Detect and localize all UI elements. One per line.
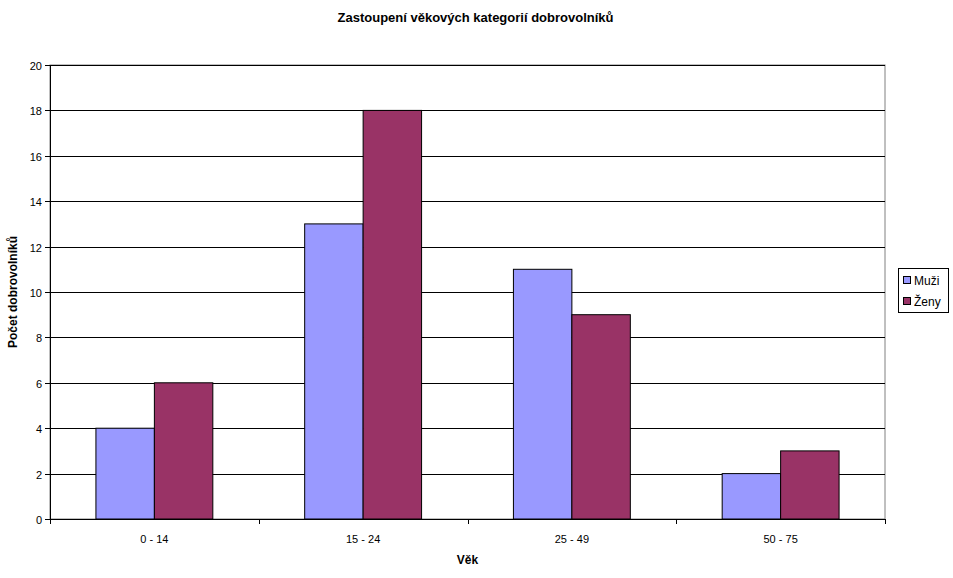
bar	[513, 269, 571, 519]
x-axis	[50, 519, 885, 520]
y-tick	[45, 383, 50, 384]
y-tick	[45, 156, 50, 157]
bar	[781, 451, 839, 519]
grid-line	[50, 337, 885, 338]
y-tick	[45, 337, 50, 338]
bar	[305, 224, 363, 519]
grid-line	[50, 292, 885, 293]
bar	[154, 383, 212, 519]
y-tick	[45, 110, 50, 111]
y-tick	[45, 519, 50, 520]
y-tick	[45, 201, 50, 202]
y-tick	[45, 292, 50, 293]
grid-line	[50, 65, 885, 66]
y-tick	[45, 247, 50, 248]
x-tick-label: 0 - 14	[140, 533, 168, 545]
y-tick-label: 6	[36, 378, 42, 390]
x-tick	[50, 519, 51, 524]
y-tick-label: 2	[36, 469, 42, 481]
y-axis	[50, 65, 51, 519]
plot-area	[50, 65, 885, 519]
x-tick	[676, 519, 677, 524]
title: Zastoupení věkových kategorií dobrovolní…	[338, 10, 614, 25]
x-tick	[259, 519, 260, 524]
y-tick-label: 14	[30, 196, 42, 208]
y-tick-label: 12	[30, 242, 42, 254]
legend-box	[899, 269, 949, 313]
y-tick-label: 16	[30, 151, 42, 163]
x-tick	[468, 519, 469, 524]
grid-line	[50, 201, 885, 202]
x-axis-label: Věk	[457, 553, 479, 567]
legend-swatch	[904, 298, 911, 305]
bar	[572, 315, 630, 519]
x-tick-label: 50 - 75	[764, 533, 798, 545]
legend-label: Ženy	[914, 294, 941, 309]
grid-line	[50, 247, 885, 248]
y-tick-label: 20	[30, 60, 42, 72]
x-tick	[885, 519, 886, 524]
y-tick-label: 18	[30, 105, 42, 117]
grid-line	[50, 156, 885, 157]
bar	[96, 428, 154, 519]
y-tick-label: 8	[36, 332, 42, 344]
grid-line	[50, 110, 885, 111]
y-tick-label: 10	[30, 287, 42, 299]
x-tick-label: 25 - 49	[555, 533, 589, 545]
x-tick-label: 15 - 24	[346, 533, 380, 545]
y-tick	[45, 65, 50, 66]
bars	[96, 110, 839, 519]
grid-line	[50, 519, 885, 520]
chart: Zastoupení věkových kategorií dobrovolní…	[0, 0, 953, 578]
y-tick-label: 4	[36, 423, 42, 435]
y-tick-label: 0	[36, 514, 42, 526]
y-tick	[45, 428, 50, 429]
y-tick	[45, 474, 50, 475]
y-axis-label: Počet dobrovolníků	[6, 236, 20, 348]
bar	[363, 110, 421, 519]
legend-label: Muži	[914, 274, 939, 288]
bar	[722, 474, 780, 519]
legend: Muži Ženy	[899, 269, 949, 313]
legend-swatch	[904, 277, 911, 284]
